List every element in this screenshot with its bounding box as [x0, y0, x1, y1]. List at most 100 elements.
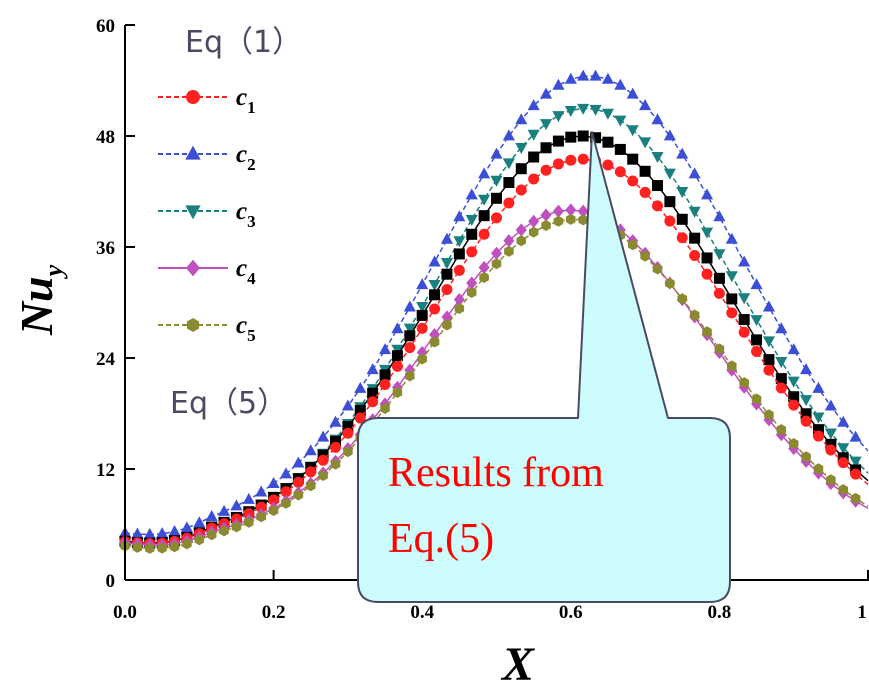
data-point [676, 186, 689, 198]
data-point [515, 113, 528, 125]
data-point [700, 188, 714, 200]
data-point [837, 457, 849, 469]
data-point [341, 399, 354, 411]
data-point [577, 130, 589, 142]
data-point [367, 387, 379, 399]
data-point [293, 489, 304, 501]
data-point [515, 184, 527, 196]
data-point [702, 326, 712, 338]
data-point [231, 521, 242, 533]
data-point [194, 534, 205, 546]
data-point [565, 131, 577, 143]
legend: c1 c2 c3 c4 c5 [158, 84, 256, 345]
data-point [837, 415, 850, 427]
data-point [379, 343, 392, 355]
data-point [850, 468, 862, 480]
callout-shape [357, 131, 731, 603]
data-point [825, 438, 837, 450]
data-point [405, 370, 415, 382]
data-point [601, 108, 614, 120]
data-point [688, 167, 701, 179]
data-point [453, 210, 466, 222]
callout: Results from Eq.(5) [357, 131, 731, 603]
data-point [750, 278, 763, 290]
legend-label: c1 [236, 84, 256, 117]
data-point [738, 293, 751, 305]
data-point [664, 196, 676, 208]
data-point [701, 268, 713, 280]
data-point [281, 497, 291, 509]
data-point [788, 391, 800, 403]
data-point [442, 319, 452, 331]
data-point [453, 293, 465, 307]
data-point [416, 278, 429, 290]
data-point [380, 403, 390, 415]
data-point [564, 72, 577, 84]
data-point [491, 258, 502, 270]
data-point [775, 322, 788, 334]
data-point [218, 504, 231, 516]
data-point [366, 363, 379, 375]
data-point [156, 527, 169, 539]
data-point [391, 360, 403, 372]
data-point [440, 258, 454, 270]
data-point [826, 474, 836, 486]
data-point [676, 147, 689, 159]
data-point [850, 492, 861, 504]
data-point [528, 226, 539, 238]
legend-label: c5 [236, 312, 256, 345]
data-point [466, 287, 477, 299]
data-point [453, 264, 465, 276]
data-point [168, 525, 181, 537]
data-point [578, 214, 588, 226]
data-point [429, 303, 441, 315]
data-point [626, 125, 639, 137]
data-point [800, 408, 812, 420]
data-point [539, 87, 553, 99]
data-point [354, 381, 367, 393]
data-point [478, 228, 490, 240]
data-point [503, 197, 515, 209]
y-axis-title-main: Nu [11, 276, 62, 336]
data-point [738, 314, 750, 326]
y-tick-label: 24 [96, 349, 116, 370]
data-point [665, 277, 675, 289]
data-point [787, 343, 800, 355]
data-point [788, 399, 800, 411]
data-point [540, 164, 552, 176]
data-point [601, 72, 614, 84]
data-point [651, 180, 663, 192]
data-point [157, 542, 167, 554]
data-point [453, 236, 466, 248]
data-point [552, 111, 565, 123]
data-point [318, 469, 328, 481]
data-point [626, 87, 639, 99]
data-point [169, 541, 180, 553]
data-point [640, 250, 650, 262]
data-point [726, 293, 738, 305]
data-point [404, 342, 416, 354]
data-point [688, 206, 701, 218]
data-point [441, 284, 453, 296]
x-tick-label: 0.6 [559, 602, 583, 623]
data-point [762, 300, 775, 312]
data-point [268, 494, 280, 506]
data-point [849, 430, 862, 442]
data-point [689, 250, 701, 262]
data-point [330, 435, 342, 447]
data-point [478, 260, 490, 275]
data-point [343, 446, 353, 458]
legend-label: c3 [236, 198, 256, 231]
data-point [429, 328, 441, 342]
data-point [429, 336, 440, 348]
eq1-note: Eq（1） [185, 25, 302, 60]
data-point [342, 427, 354, 439]
data-point [193, 516, 206, 528]
data-point [528, 151, 540, 163]
data-point [651, 200, 663, 212]
data-point [577, 153, 589, 165]
data-point [541, 220, 551, 232]
data-point [230, 499, 243, 511]
data-point [627, 153, 639, 165]
data-point [663, 168, 676, 180]
